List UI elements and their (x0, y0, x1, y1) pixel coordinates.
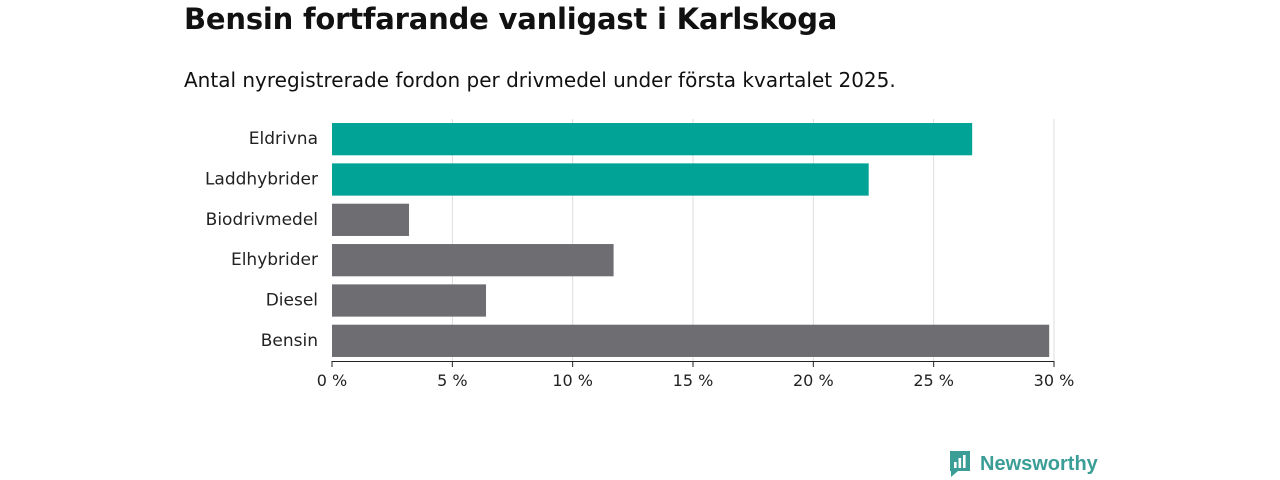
x-tick-label: 0 % (317, 371, 347, 390)
bar (332, 203, 410, 236)
newsworthy-logo: Newsworthy (948, 450, 1098, 478)
x-tick-label: 20 % (793, 371, 834, 390)
bar (332, 163, 869, 196)
x-tick-label: 10 % (552, 371, 593, 390)
x-tick-label: 5 % (437, 371, 467, 390)
category-label: Diesel (266, 291, 318, 311)
bar (332, 324, 1050, 357)
brand-name: Newsworthy (980, 452, 1098, 475)
x-tick-label: 30 % (1034, 371, 1075, 390)
newsworthy-logo-icon (950, 451, 970, 477)
category-label: Bensin (261, 331, 318, 351)
x-tick-label: 25 % (913, 371, 954, 390)
bar (332, 123, 973, 156)
x-tick-label: 15 % (673, 371, 714, 390)
chart-subtitle: Antal nyregistrerade fordon per drivmede… (184, 68, 896, 92)
category-label: Elhybrider (231, 250, 318, 270)
bar (332, 284, 487, 317)
category-label: Eldrivna (249, 129, 318, 149)
chart-title: Bensin fortfarande vanligast i Karlskoga (184, 2, 838, 36)
category-label: Biodrivmedel (206, 210, 318, 230)
bar (332, 244, 614, 277)
category-label: Laddhybrider (205, 170, 318, 190)
bar-chart: Eldrivna Laddhybrider Biodrivmedel Elhybrid… (205, 119, 1075, 390)
